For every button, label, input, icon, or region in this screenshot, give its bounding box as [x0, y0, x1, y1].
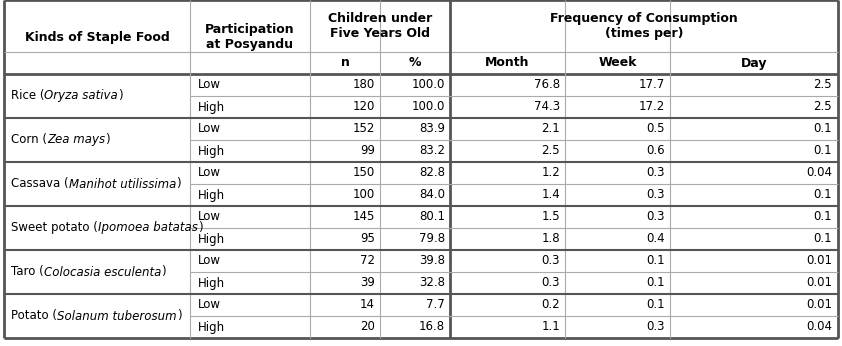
- Text: ): ): [198, 221, 202, 235]
- Text: 150: 150: [353, 166, 375, 180]
- Text: 72: 72: [360, 255, 375, 267]
- Text: 80.1: 80.1: [419, 210, 445, 224]
- Text: 1.1: 1.1: [541, 320, 560, 334]
- Text: 0.3: 0.3: [647, 166, 665, 180]
- Text: 20: 20: [360, 320, 375, 334]
- Text: Week: Week: [599, 56, 637, 70]
- Text: ): ): [177, 310, 181, 322]
- Text: 2.5: 2.5: [813, 79, 832, 91]
- Text: 2.5: 2.5: [541, 145, 560, 157]
- Text: 0.6: 0.6: [647, 145, 665, 157]
- Text: Manihot utilissima: Manihot utilissima: [69, 177, 176, 191]
- Text: 17.2: 17.2: [639, 100, 665, 113]
- Text: Kinds of Staple Food: Kinds of Staple Food: [24, 30, 169, 44]
- Text: 79.8: 79.8: [418, 233, 445, 246]
- Text: 95: 95: [360, 233, 375, 246]
- Text: 0.01: 0.01: [806, 299, 832, 311]
- Text: ): ): [161, 265, 166, 279]
- Text: High: High: [198, 189, 225, 201]
- Text: 145: 145: [353, 210, 375, 224]
- Text: Rice (: Rice (: [11, 90, 45, 102]
- Text: 0.1: 0.1: [813, 233, 832, 246]
- Text: High: High: [198, 276, 225, 290]
- Text: 0.3: 0.3: [647, 320, 665, 334]
- Text: Month: Month: [485, 56, 530, 70]
- Text: 39.8: 39.8: [419, 255, 445, 267]
- Text: Low: Low: [198, 210, 221, 224]
- Text: 0.1: 0.1: [647, 299, 665, 311]
- Text: 16.8: 16.8: [418, 320, 445, 334]
- Text: Children under
Five Years Old: Children under Five Years Old: [328, 12, 432, 40]
- Text: ): ): [105, 134, 109, 146]
- Text: n: n: [340, 56, 349, 70]
- Text: 100: 100: [353, 189, 375, 201]
- Text: 0.04: 0.04: [806, 166, 832, 180]
- Text: Participation
at Posyandu: Participation at Posyandu: [205, 23, 295, 51]
- Text: Zea mays: Zea mays: [47, 134, 105, 146]
- Text: 120: 120: [353, 100, 375, 113]
- Text: 0.3: 0.3: [541, 255, 560, 267]
- Text: %: %: [408, 56, 421, 70]
- Text: High: High: [198, 320, 225, 334]
- Text: 0.5: 0.5: [647, 122, 665, 136]
- Text: 17.7: 17.7: [639, 79, 665, 91]
- Text: 2.5: 2.5: [813, 100, 832, 113]
- Text: 100.0: 100.0: [412, 79, 445, 91]
- Text: Ipomoea batatas: Ipomoea batatas: [98, 221, 198, 235]
- Text: 0.3: 0.3: [647, 210, 665, 224]
- Text: 0.1: 0.1: [813, 189, 832, 201]
- Text: Low: Low: [198, 122, 221, 136]
- Text: Oryza sativa: Oryza sativa: [45, 90, 118, 102]
- Text: ): ): [176, 177, 181, 191]
- Text: 0.2: 0.2: [541, 299, 560, 311]
- Text: 82.8: 82.8: [419, 166, 445, 180]
- Text: 0.4: 0.4: [647, 233, 665, 246]
- Text: 0.1: 0.1: [813, 145, 832, 157]
- Text: 83.9: 83.9: [419, 122, 445, 136]
- Text: 180: 180: [353, 79, 375, 91]
- Text: Day: Day: [741, 56, 767, 70]
- Text: 0.1: 0.1: [647, 255, 665, 267]
- Text: 152: 152: [353, 122, 375, 136]
- Text: 0.01: 0.01: [806, 255, 832, 267]
- Text: 1.5: 1.5: [541, 210, 560, 224]
- Text: 1.8: 1.8: [541, 233, 560, 246]
- Text: 0.3: 0.3: [541, 276, 560, 290]
- Text: Frequency of Consumption
(times per): Frequency of Consumption (times per): [550, 12, 738, 40]
- Text: Potato (: Potato (: [11, 310, 57, 322]
- Text: Low: Low: [198, 299, 221, 311]
- Text: 7.7: 7.7: [426, 299, 445, 311]
- Text: ): ): [118, 90, 123, 102]
- Text: 1.2: 1.2: [541, 166, 560, 180]
- Text: Low: Low: [198, 166, 221, 180]
- Text: 2.1: 2.1: [541, 122, 560, 136]
- Text: 100.0: 100.0: [412, 100, 445, 113]
- Text: 0.1: 0.1: [647, 276, 665, 290]
- Text: High: High: [198, 145, 225, 157]
- Text: Low: Low: [198, 79, 221, 91]
- Text: High: High: [198, 100, 225, 113]
- Text: 14: 14: [360, 299, 375, 311]
- Text: Corn (: Corn (: [11, 134, 47, 146]
- Text: 83.2: 83.2: [419, 145, 445, 157]
- Text: Low: Low: [198, 255, 221, 267]
- Text: 39: 39: [360, 276, 375, 290]
- Text: 0.1: 0.1: [813, 122, 832, 136]
- Text: 76.8: 76.8: [534, 79, 560, 91]
- Text: Solanum tuberosum: Solanum tuberosum: [57, 310, 177, 322]
- Text: Sweet potato (: Sweet potato (: [11, 221, 98, 235]
- Text: 0.3: 0.3: [647, 189, 665, 201]
- Text: Colocasia esculenta: Colocasia esculenta: [44, 265, 161, 279]
- Text: 0.1: 0.1: [813, 210, 832, 224]
- Text: Taro (: Taro (: [11, 265, 44, 279]
- Text: 0.01: 0.01: [806, 276, 832, 290]
- Text: High: High: [198, 233, 225, 246]
- Text: 84.0: 84.0: [419, 189, 445, 201]
- Text: Cassava (: Cassava (: [11, 177, 69, 191]
- Text: 32.8: 32.8: [419, 276, 445, 290]
- Text: 99: 99: [360, 145, 375, 157]
- Text: 1.4: 1.4: [541, 189, 560, 201]
- Text: 74.3: 74.3: [534, 100, 560, 113]
- Text: 0.04: 0.04: [806, 320, 832, 334]
